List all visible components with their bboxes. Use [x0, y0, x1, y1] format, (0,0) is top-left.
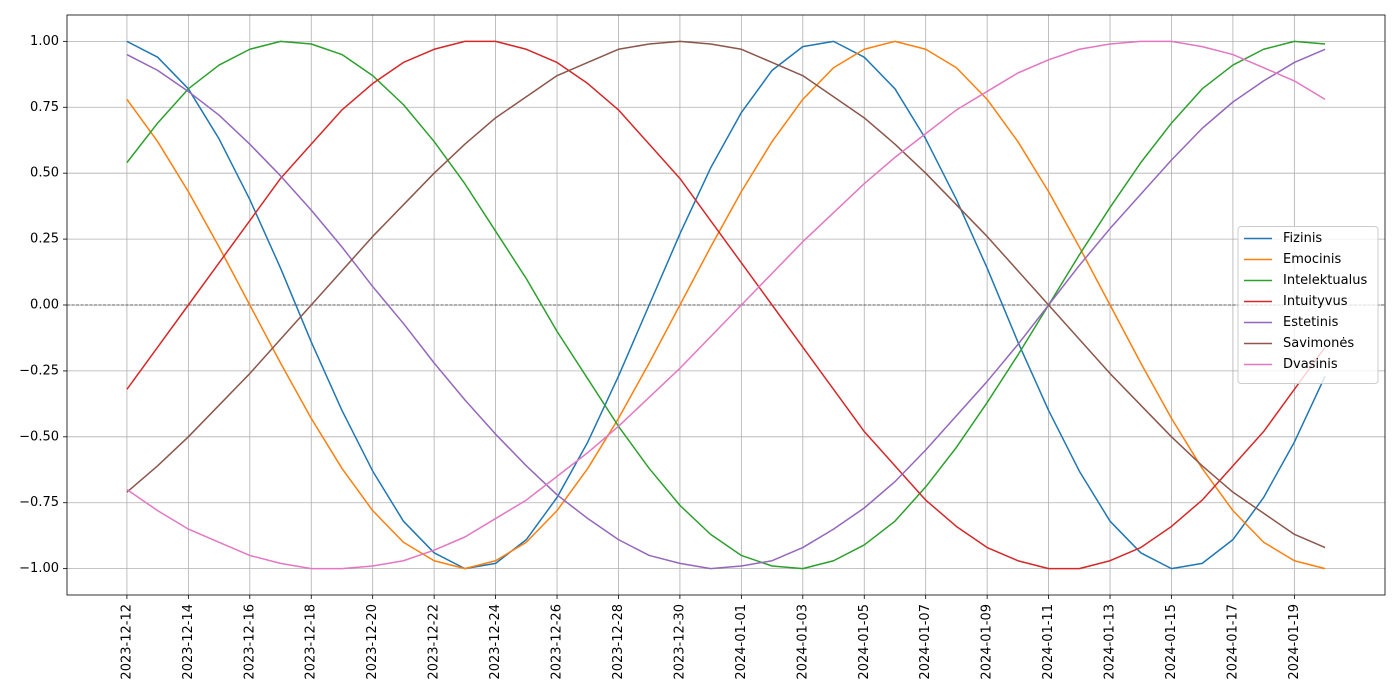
x-tick-label: 2024-01-09 [980, 604, 995, 680]
x-tick-label: 2023-12-18 [304, 604, 319, 680]
x-tick-label: 2023-12-28 [611, 604, 626, 680]
legend: Fizinis Emocinis Intelektualus Intuityvus Es… [1237, 226, 1379, 384]
legend-label: Intuityvus [1283, 294, 1348, 309]
series-line [126, 40, 1326, 570]
x-tick-label: 2024-01-11 [1041, 604, 1056, 680]
x-tick-label: 2024-01-01 [734, 604, 749, 680]
y-tick-label: 0.25 [30, 232, 59, 247]
y-tick-label: 0.00 [30, 298, 59, 313]
series-line [126, 40, 1326, 570]
x-tick-label: 2024-01-13 [1103, 604, 1118, 680]
y-tick-label: −1.00 [19, 561, 59, 576]
x-tick-label: 2024-01-07 [918, 604, 933, 680]
x-tick-label: 2024-01-03 [795, 604, 810, 680]
x-tick-label: 2023-12-14 [181, 604, 196, 680]
x-tick-label: 2023-12-24 [488, 604, 503, 680]
x-tick-label: 2023-12-22 [427, 604, 442, 680]
legend-label: Estetinis [1283, 315, 1339, 330]
plot-frame [66, 14, 1386, 596]
x-tick-label: 2024-01-05 [857, 604, 872, 680]
y-tick-label: 0.75 [30, 100, 59, 115]
series-line [126, 40, 1326, 570]
x-tick-label: 2024-01-19 [1287, 604, 1302, 680]
x-tick-label: 2023-12-20 [365, 604, 380, 680]
x-tick-label: 2024-01-17 [1225, 604, 1240, 680]
series-line [126, 40, 1326, 570]
legend-box [1237, 226, 1379, 384]
x-tick-label: 2023-12-12 [119, 604, 134, 680]
legend-label: Emocinis [1283, 252, 1341, 267]
y-tick-label: −0.75 [19, 495, 59, 510]
x-tick-label: 2023-12-30 [672, 604, 687, 680]
x-tick-label: 2023-12-16 [242, 604, 257, 680]
legend-label: Dvasinis [1283, 357, 1338, 372]
y-tick-label: 0.50 [30, 166, 59, 181]
series-line [126, 48, 1326, 570]
y-tick-label: −0.50 [19, 429, 59, 444]
legend-label: Intelektualus [1283, 273, 1367, 288]
y-tick-label: 1.00 [30, 34, 59, 49]
x-tick-label: 2024-01-15 [1164, 604, 1179, 680]
series-line [126, 40, 1326, 549]
y-tick-label: −0.25 [19, 363, 59, 378]
legend-label: Fizinis [1283, 231, 1322, 246]
series-line [126, 40, 1326, 570]
legend-label: Savimonės [1283, 336, 1354, 351]
x-tick-label: 2023-12-26 [550, 604, 565, 680]
